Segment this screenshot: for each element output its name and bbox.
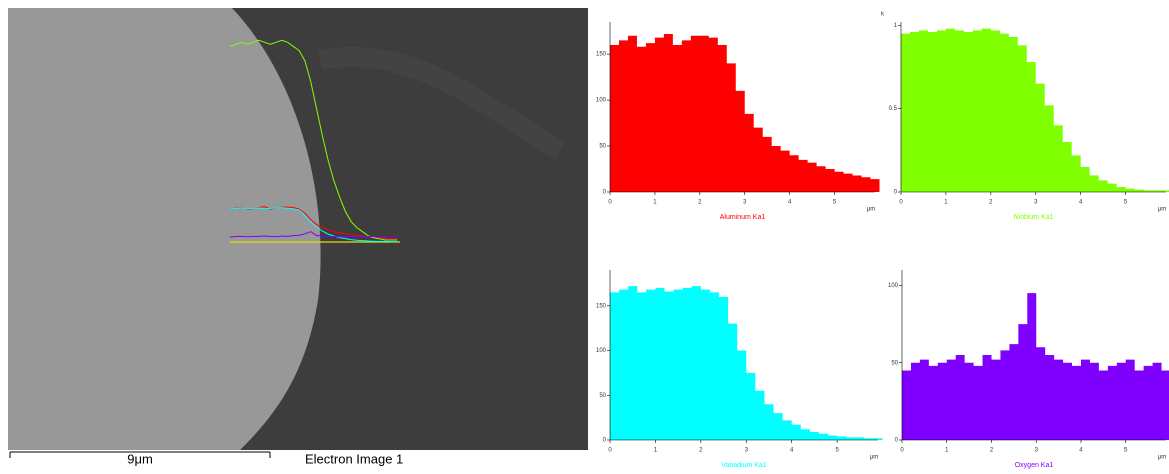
y-tick-label: 1	[894, 23, 898, 29]
x-tick-label: 2	[698, 200, 702, 206]
x-tick-label: 1	[653, 200, 657, 206]
x-tick-label: 1	[654, 448, 658, 454]
x-tick-label: 5	[833, 200, 837, 206]
x-tick-label: 0	[608, 200, 612, 206]
scale-label: 9μm	[127, 451, 153, 466]
x-tick-label: 3	[1034, 200, 1038, 206]
y-tick-label: 150	[596, 52, 607, 58]
x-tick-label: 0	[608, 448, 612, 454]
scan-trace	[229, 231, 398, 238]
y-tick-label: 150	[596, 303, 607, 309]
y-tick-label: 0	[603, 438, 607, 444]
x-tick-label: 4	[790, 448, 794, 454]
y-tick-label: 0.5	[889, 106, 898, 112]
x-tick-label: 2	[989, 200, 993, 206]
x-tick-label: 0	[900, 448, 904, 454]
x-tick-label: 5	[835, 448, 839, 454]
x-tick-label: 2	[990, 448, 994, 454]
y-tick-label: 50	[891, 360, 898, 366]
x-tick-label: 2	[699, 448, 703, 454]
x-tick-label: 5	[1124, 448, 1128, 454]
x-tick-label: 1	[945, 448, 949, 454]
area	[901, 28, 1169, 192]
x-axis-unit: μm	[1158, 455, 1166, 461]
x-tick-label: 4	[788, 200, 792, 206]
y-tick-label: 100	[888, 283, 899, 289]
y-tick-label: 50	[599, 144, 606, 150]
chart-title: Aluminum Ka1	[720, 214, 766, 221]
x-axis-unit: μm	[867, 207, 875, 213]
area	[610, 33, 880, 192]
y-tick-label: 0	[895, 438, 899, 444]
chart-title: Niobium Ka1	[1013, 214, 1053, 221]
area	[902, 293, 1169, 440]
sem-texture	[318, 46, 565, 159]
scan-trace	[229, 207, 398, 243]
x-tick-label: 4	[1079, 448, 1083, 454]
image-caption: Electron Image 1	[305, 451, 403, 466]
y-tick-label: 0	[603, 190, 607, 196]
x-tick-label: 3	[1035, 448, 1039, 454]
sem-particle	[8, 8, 321, 450]
x-tick-label: 1	[944, 200, 948, 206]
y-tick-label: 100	[596, 98, 607, 104]
chart-title: Vanadium Ka1	[721, 462, 767, 469]
y-tick-label: 50	[599, 393, 606, 399]
chart-title: Oxygen Ka1	[1015, 462, 1054, 469]
y-tick-label: 100	[596, 348, 607, 354]
area	[610, 286, 883, 440]
y-tick-label: 0	[894, 190, 898, 196]
x-tick-label: 3	[743, 200, 747, 206]
x-tick-label: 0	[899, 200, 903, 206]
x-tick-label: 4	[1079, 200, 1083, 206]
x-tick-label: 3	[745, 448, 749, 454]
x-tick-label: 5	[1124, 200, 1128, 206]
y-axis-unit: k	[881, 12, 885, 18]
x-axis-unit: μm	[870, 455, 878, 461]
x-axis-unit: μm	[1158, 207, 1166, 213]
